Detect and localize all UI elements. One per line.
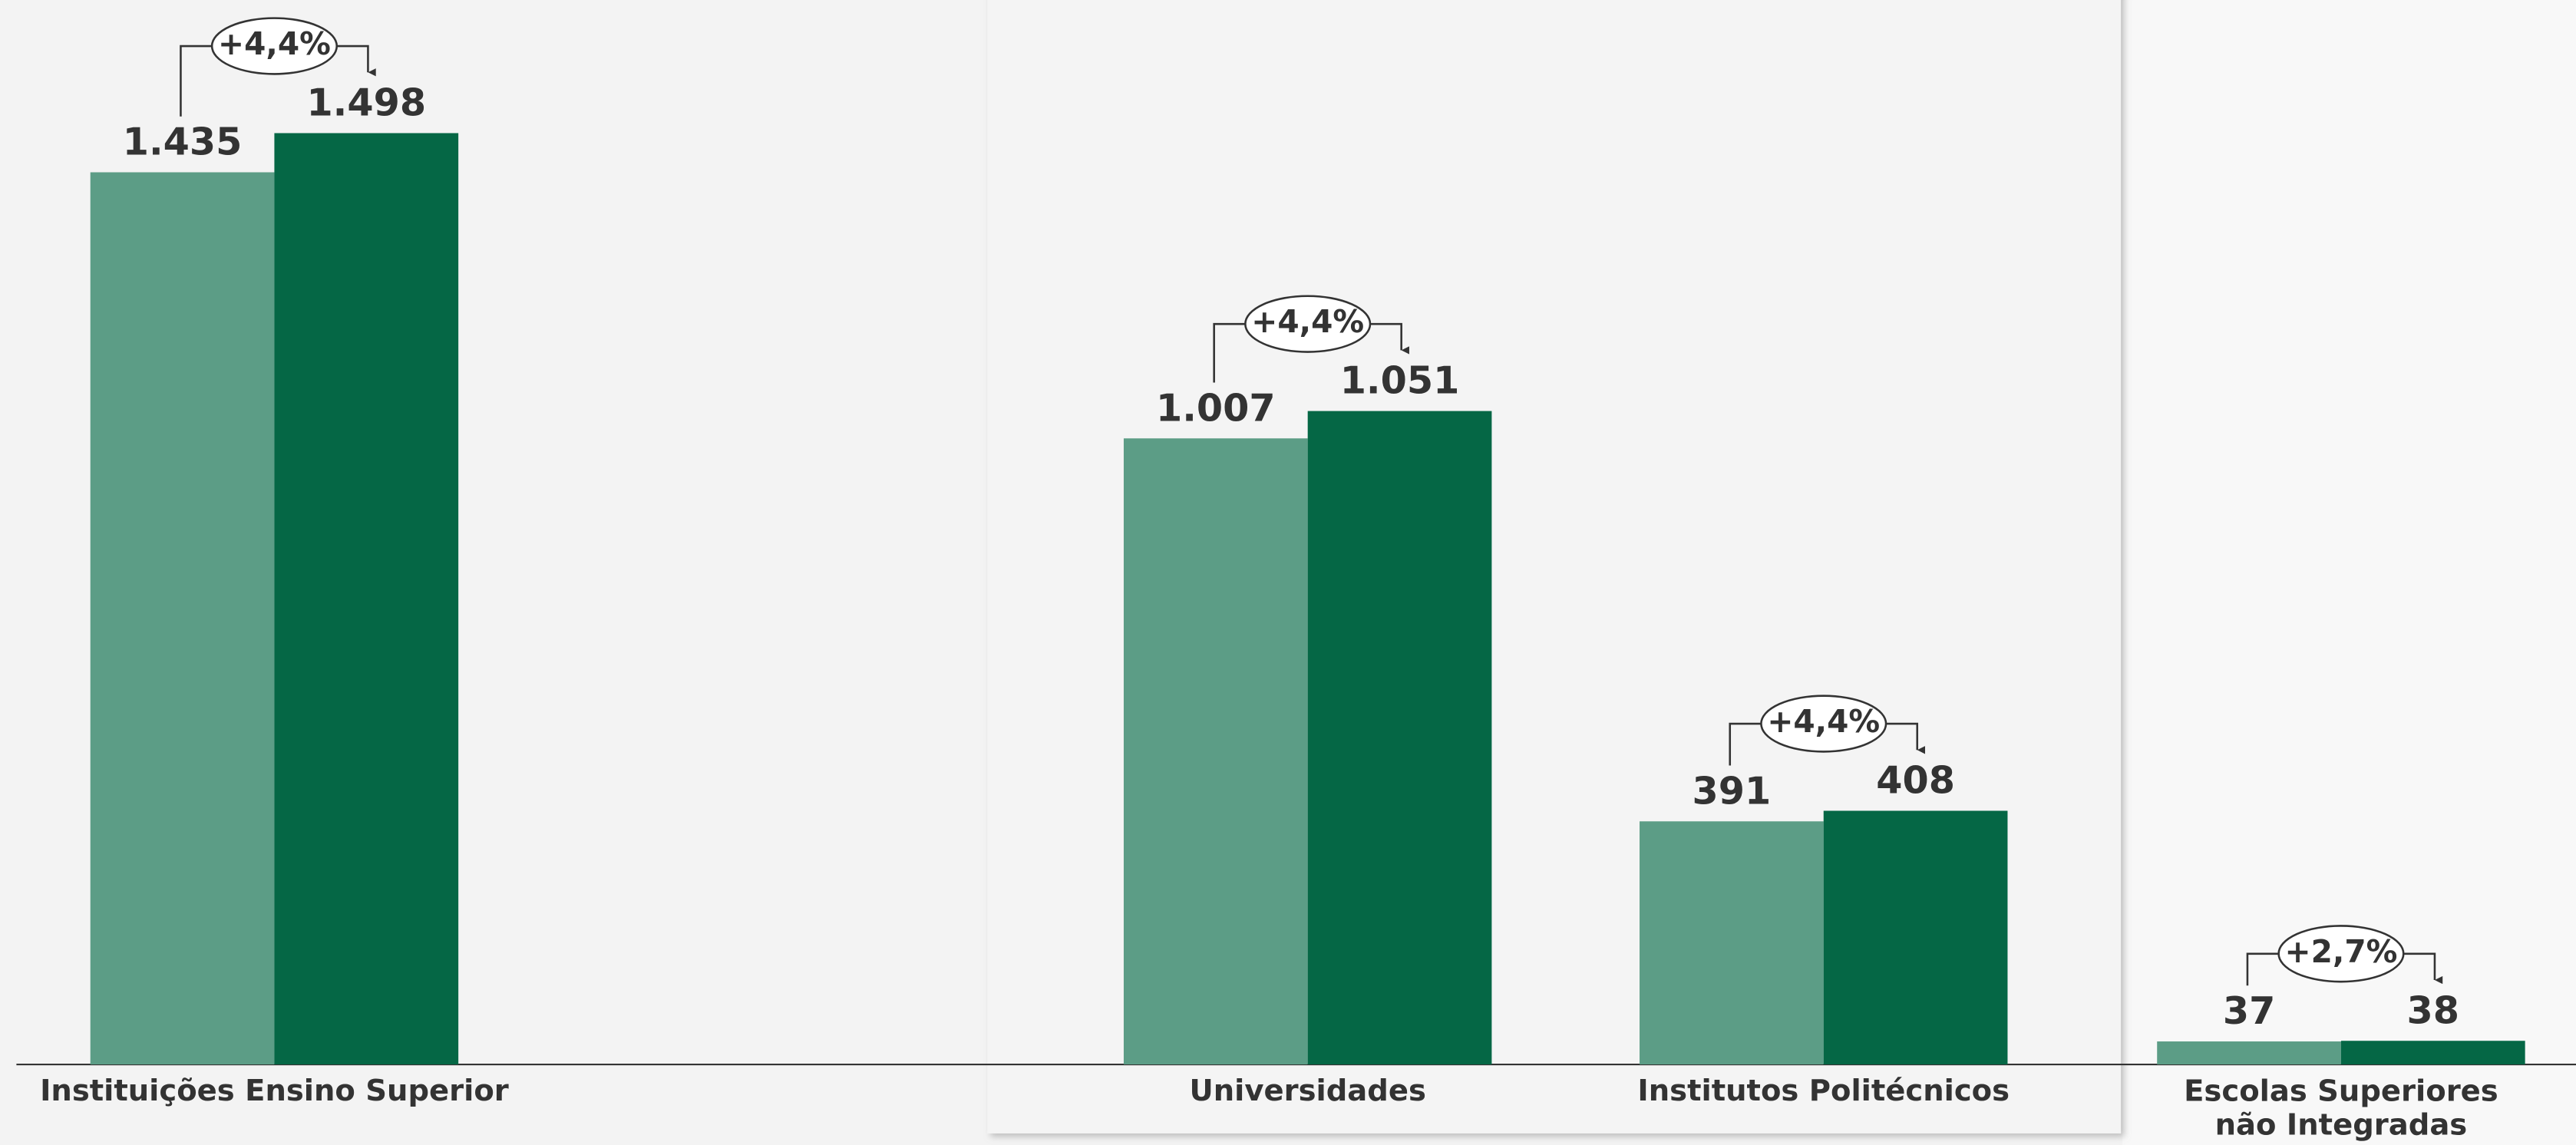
annotation: +4,4% bbox=[1251, 303, 1364, 340]
annotation-oval bbox=[2277, 925, 2405, 983]
bracket bbox=[2246, 952, 2279, 986]
bar bbox=[1640, 821, 1824, 1065]
value-label: 37 bbox=[2223, 988, 2276, 1033]
value-label: 1.051 bbox=[1340, 358, 1460, 403]
annotation: +2,7% bbox=[2285, 933, 2398, 970]
bracket bbox=[180, 45, 213, 117]
value-label: 1.498 bbox=[306, 81, 426, 125]
bar bbox=[2157, 1041, 2341, 1065]
x-tick-label: Escolas Superiores não Integradas bbox=[2184, 1074, 2498, 1142]
bar bbox=[274, 133, 459, 1065]
bar bbox=[90, 172, 275, 1065]
x-tick-label: Instituições Ensino Superior bbox=[40, 1074, 509, 1108]
bar bbox=[1123, 438, 1308, 1065]
value-label: 408 bbox=[1876, 758, 1955, 803]
annotation: +4,4% bbox=[1767, 703, 1880, 740]
annotation-oval bbox=[210, 17, 339, 75]
bar bbox=[1307, 411, 1492, 1065]
value-label: 1.007 bbox=[1156, 385, 1276, 430]
value-label: 38 bbox=[2407, 988, 2460, 1032]
annotation-oval bbox=[1760, 695, 1887, 753]
bracket-arrow bbox=[2403, 952, 2443, 985]
annotation-oval bbox=[1244, 295, 1372, 353]
x-tick-label: Universidades bbox=[1189, 1074, 1425, 1108]
annotation: +4,4% bbox=[218, 25, 331, 62]
bracket-arrow bbox=[336, 45, 376, 77]
bracket bbox=[1729, 722, 1762, 766]
bar bbox=[2340, 1041, 2525, 1065]
value-label: 391 bbox=[1693, 768, 1772, 813]
bracket bbox=[1213, 322, 1246, 383]
bar bbox=[1823, 810, 2008, 1065]
x-tick-label: Institutos Politécnicos bbox=[1637, 1074, 2010, 1108]
bracket-arrow bbox=[1370, 322, 1409, 355]
bracket-arrow bbox=[1886, 722, 1926, 754]
value-label: 1.435 bbox=[123, 120, 243, 164]
